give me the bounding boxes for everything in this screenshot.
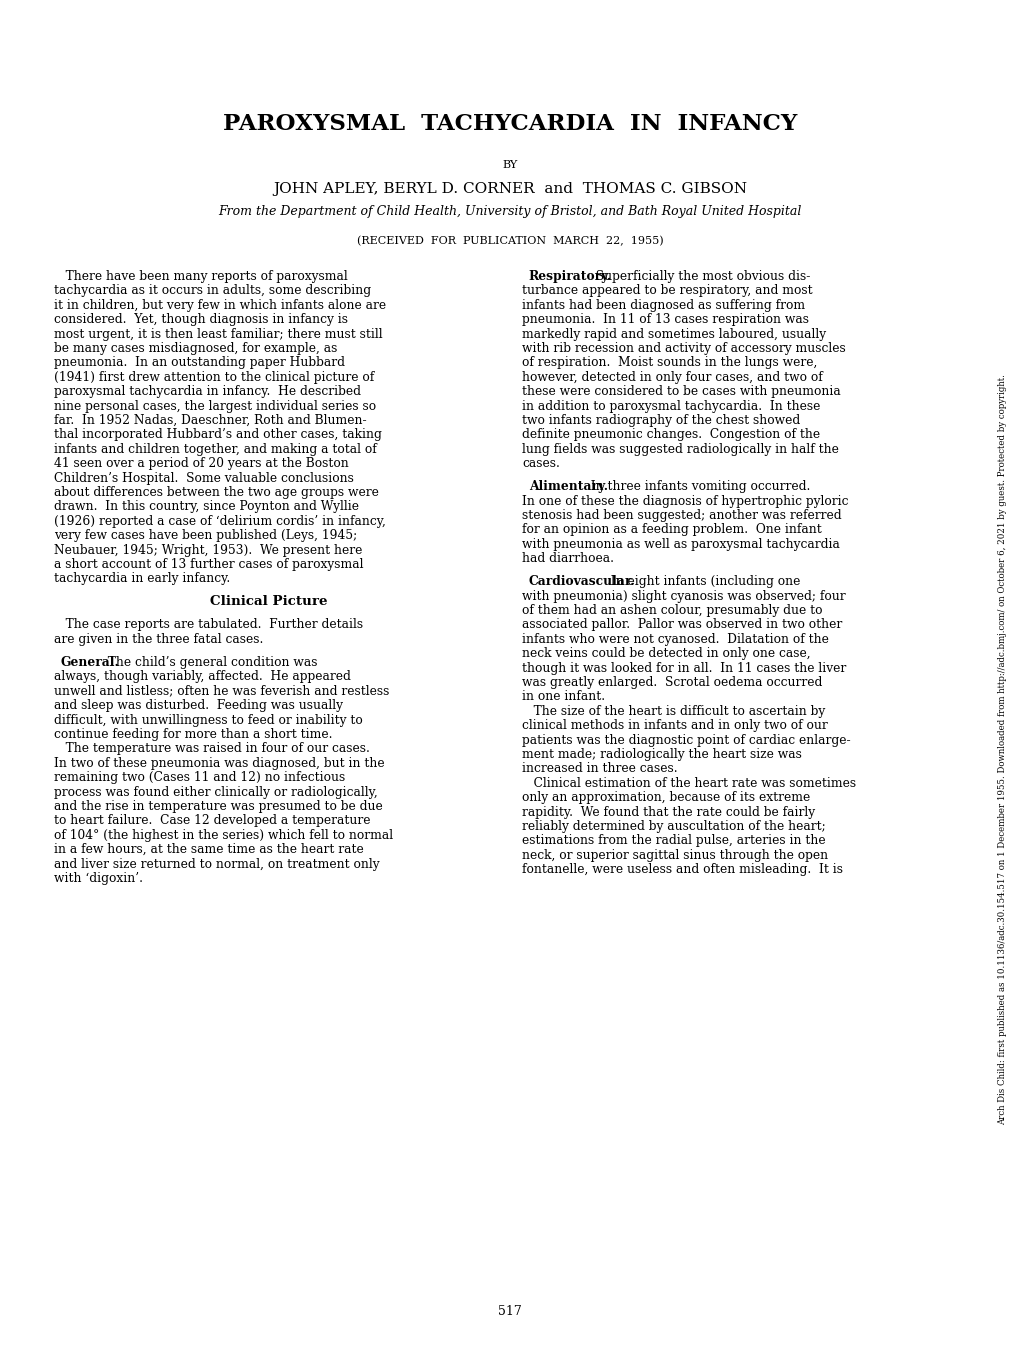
Text: in addition to paroxysmal tachycardia.  In these: in addition to paroxysmal tachycardia. I… xyxy=(522,399,819,412)
Text: had diarrhoea.: had diarrhoea. xyxy=(522,553,613,565)
Text: stenosis had been suggested; another was referred: stenosis had been suggested; another was… xyxy=(522,510,841,522)
Text: cases.: cases. xyxy=(522,457,559,470)
Text: The size of the heart is difficult to ascertain by: The size of the heart is difficult to as… xyxy=(522,705,824,718)
Text: process was found either clinically or radiologically,: process was found either clinically or r… xyxy=(54,786,377,798)
Text: very few cases have been published (Leys, 1945;: very few cases have been published (Leys… xyxy=(54,530,357,542)
Text: are given in the three fatal cases.: are given in the three fatal cases. xyxy=(54,632,263,646)
Text: of respiration.  Moist sounds in the lungs were,: of respiration. Moist sounds in the lung… xyxy=(522,356,816,369)
Text: of 104° (the highest in the series) which fell to normal: of 104° (the highest in the series) whic… xyxy=(54,829,392,841)
Text: in one infant.: in one infant. xyxy=(522,690,604,704)
Text: difficult, with unwillingness to feed or inability to: difficult, with unwillingness to feed or… xyxy=(54,713,363,727)
Text: infants had been diagnosed as suffering from: infants had been diagnosed as suffering … xyxy=(522,299,804,311)
Text: nine personal cases, the largest individual series so: nine personal cases, the largest individ… xyxy=(54,399,376,412)
Text: In one of these the diagnosis of hypertrophic pyloric: In one of these the diagnosis of hypertr… xyxy=(522,495,848,508)
Text: pneumonia.  In an outstanding paper Hubbard: pneumonia. In an outstanding paper Hubba… xyxy=(54,356,344,369)
Text: associated pallor.  Pallor was observed in two other: associated pallor. Pallor was observed i… xyxy=(522,619,842,631)
Text: with pneumonia) slight cyanosis was observed; four: with pneumonia) slight cyanosis was obse… xyxy=(522,589,845,603)
Text: drawn.  In this country, since Poynton and Wyllie: drawn. In this country, since Poynton an… xyxy=(54,500,359,514)
Text: and sleep was disturbed.  Feeding was usually: and sleep was disturbed. Feeding was usu… xyxy=(54,700,342,712)
Text: in a few hours, at the same time as the heart rate: in a few hours, at the same time as the … xyxy=(54,842,364,856)
Text: General.: General. xyxy=(61,656,119,669)
Text: Neubauer, 1945; Wright, 1953).  We present here: Neubauer, 1945; Wright, 1953). We presen… xyxy=(54,543,362,557)
Text: always, though variably, affected.  He appeared: always, though variably, affected. He ap… xyxy=(54,670,351,683)
Text: In three infants vomiting occurred.: In three infants vomiting occurred. xyxy=(583,480,810,493)
Text: only an approximation, because of its extreme: only an approximation, because of its ex… xyxy=(522,791,809,805)
Text: most urgent, it is then least familiar; there must still: most urgent, it is then least familiar; … xyxy=(54,328,382,341)
Text: though it was looked for in all.  In 11 cases the liver: though it was looked for in all. In 11 c… xyxy=(522,662,846,675)
Text: far.  In 1952 Nadas, Daeschner, Roth and Blumen-: far. In 1952 Nadas, Daeschner, Roth and … xyxy=(54,414,366,427)
Text: Arch Dis Child: first published as 10.1136/adc.30.154.517 on 1 December 1955. Do: Arch Dis Child: first published as 10.11… xyxy=(998,375,1007,1126)
Text: 41 seen over a period of 20 years at the Boston: 41 seen over a period of 20 years at the… xyxy=(54,457,348,470)
Text: Cardiovascular.: Cardiovascular. xyxy=(528,576,635,588)
Text: with ‘digoxin’.: with ‘digoxin’. xyxy=(54,872,143,884)
Text: about differences between the two age groups were: about differences between the two age gr… xyxy=(54,487,378,499)
Text: was greatly enlarged.  Scrotal oedema occurred: was greatly enlarged. Scrotal oedema occ… xyxy=(522,677,821,689)
Text: Respiratory.: Respiratory. xyxy=(528,270,611,283)
Text: From the Department of Child Health, University of Bristol, and Bath Royal Unite: From the Department of Child Health, Uni… xyxy=(218,205,801,218)
Text: to heart failure.  Case 12 developed a temperature: to heart failure. Case 12 developed a te… xyxy=(54,814,370,828)
Text: In two of these pneumonia was diagnosed, but in the: In two of these pneumonia was diagnosed,… xyxy=(54,756,384,770)
Text: There have been many reports of paroxysmal: There have been many reports of paroxysm… xyxy=(54,270,347,283)
Text: Alimentary.: Alimentary. xyxy=(528,480,607,493)
Text: patients was the diagnostic point of cardiac enlarge-: patients was the diagnostic point of car… xyxy=(522,733,850,747)
Text: turbance appeared to be respiratory, and most: turbance appeared to be respiratory, and… xyxy=(522,284,812,298)
Text: be many cases misdiagnosed, for example, as: be many cases misdiagnosed, for example,… xyxy=(54,342,337,355)
Text: reliably determined by auscultation of the heart;: reliably determined by auscultation of t… xyxy=(522,820,825,833)
Text: (1941) first drew attention to the clinical picture of: (1941) first drew attention to the clini… xyxy=(54,371,374,384)
Text: thal incorporated Hubbard’s and other cases, taking: thal incorporated Hubbard’s and other ca… xyxy=(54,429,381,441)
Text: considered.  Yet, though diagnosis in infancy is: considered. Yet, though diagnosis in inf… xyxy=(54,313,347,326)
Text: of them had an ashen colour, presumably due to: of them had an ashen colour, presumably … xyxy=(522,604,821,617)
Text: (1926) reported a case of ‘delirium cordis’ in infancy,: (1926) reported a case of ‘delirium cord… xyxy=(54,515,385,528)
Text: increased in three cases.: increased in three cases. xyxy=(522,763,677,775)
Text: these were considered to be cases with pneumonia: these were considered to be cases with p… xyxy=(522,386,840,398)
Text: infants and children together, and making a total of: infants and children together, and makin… xyxy=(54,442,376,456)
Text: clinical methods in infants and in only two of our: clinical methods in infants and in only … xyxy=(522,720,827,732)
Text: BY: BY xyxy=(502,160,517,170)
Text: unwell and listless; often he was feverish and restless: unwell and listless; often he was feveri… xyxy=(54,685,389,698)
Text: for an opinion as a feeding problem.  One infant: for an opinion as a feeding problem. One… xyxy=(522,523,821,537)
Text: 517: 517 xyxy=(497,1305,522,1318)
Text: In eight infants (including one: In eight infants (including one xyxy=(602,576,799,588)
Text: Superficially the most obvious dis-: Superficially the most obvious dis- xyxy=(587,270,809,283)
Text: continue feeding for more than a short time.: continue feeding for more than a short t… xyxy=(54,728,332,741)
Text: The case reports are tabulated.  Further details: The case reports are tabulated. Further … xyxy=(54,619,363,631)
Text: it in children, but very few in which infants alone are: it in children, but very few in which in… xyxy=(54,299,386,311)
Text: paroxysmal tachycardia in infancy.  He described: paroxysmal tachycardia in infancy. He de… xyxy=(54,386,361,398)
Text: Clinical estimation of the heart rate was sometimes: Clinical estimation of the heart rate wa… xyxy=(522,776,855,790)
Text: The child’s general condition was: The child’s general condition was xyxy=(100,656,318,669)
Text: Children’s Hospital.  Some valuable conclusions: Children’s Hospital. Some valuable concl… xyxy=(54,472,354,484)
Text: ment made; radiologically the heart size was: ment made; radiologically the heart size… xyxy=(522,748,801,762)
Text: estimations from the radial pulse, arteries in the: estimations from the radial pulse, arter… xyxy=(522,834,824,848)
Text: The temperature was raised in four of our cases.: The temperature was raised in four of ou… xyxy=(54,743,370,755)
Text: with rib recession and activity of accessory muscles: with rib recession and activity of acces… xyxy=(522,342,845,355)
Text: Clinical Picture: Clinical Picture xyxy=(210,596,327,608)
Text: (RECEIVED  FOR  PUBLICATION  MARCH  22,  1955): (RECEIVED FOR PUBLICATION MARCH 22, 1955… xyxy=(357,236,662,245)
Text: a short account of 13 further cases of paroxysmal: a short account of 13 further cases of p… xyxy=(54,558,363,572)
Text: two infants radiography of the chest showed: two infants radiography of the chest sho… xyxy=(522,414,800,427)
Text: neck, or superior sagittal sinus through the open: neck, or superior sagittal sinus through… xyxy=(522,849,827,861)
Text: tachycardia as it occurs in adults, some describing: tachycardia as it occurs in adults, some… xyxy=(54,284,371,298)
Text: however, detected in only four cases, and two of: however, detected in only four cases, an… xyxy=(522,371,822,384)
Text: pneumonia.  In 11 of 13 cases respiration was: pneumonia. In 11 of 13 cases respiration… xyxy=(522,313,808,326)
Text: rapidity.  We found that the rate could be fairly: rapidity. We found that the rate could b… xyxy=(522,806,814,818)
Text: lung fields was suggested radiologically in half the: lung fields was suggested radiologically… xyxy=(522,442,838,456)
Text: tachycardia in early infancy.: tachycardia in early infancy. xyxy=(54,573,230,585)
Text: infants who were not cyanosed.  Dilatation of the: infants who were not cyanosed. Dilatatio… xyxy=(522,632,828,646)
Text: definite pneumonic changes.  Congestion of the: definite pneumonic changes. Congestion o… xyxy=(522,429,819,441)
Text: with pneumonia as well as paroxysmal tachycardia: with pneumonia as well as paroxysmal tac… xyxy=(522,538,839,551)
Text: markedly rapid and sometimes laboured, usually: markedly rapid and sometimes laboured, u… xyxy=(522,328,825,341)
Text: JOHN APLEY, BERYL D. CORNER  and  THOMAS C. GIBSON: JOHN APLEY, BERYL D. CORNER and THOMAS C… xyxy=(273,182,746,195)
Text: and liver size returned to normal, on treatment only: and liver size returned to normal, on tr… xyxy=(54,857,379,871)
Text: and the rise in temperature was presumed to be due: and the rise in temperature was presumed… xyxy=(54,799,382,813)
Text: neck veins could be detected in only one case,: neck veins could be detected in only one… xyxy=(522,647,810,661)
Text: fontanelle, were useless and often misleading.  It is: fontanelle, were useless and often misle… xyxy=(522,863,842,876)
Text: remaining two (Cases 11 and 12) no infectious: remaining two (Cases 11 and 12) no infec… xyxy=(54,771,344,785)
Text: PAROXYSMAL  TACHYCARDIA  IN  INFANCY: PAROXYSMAL TACHYCARDIA IN INFANCY xyxy=(223,113,796,135)
